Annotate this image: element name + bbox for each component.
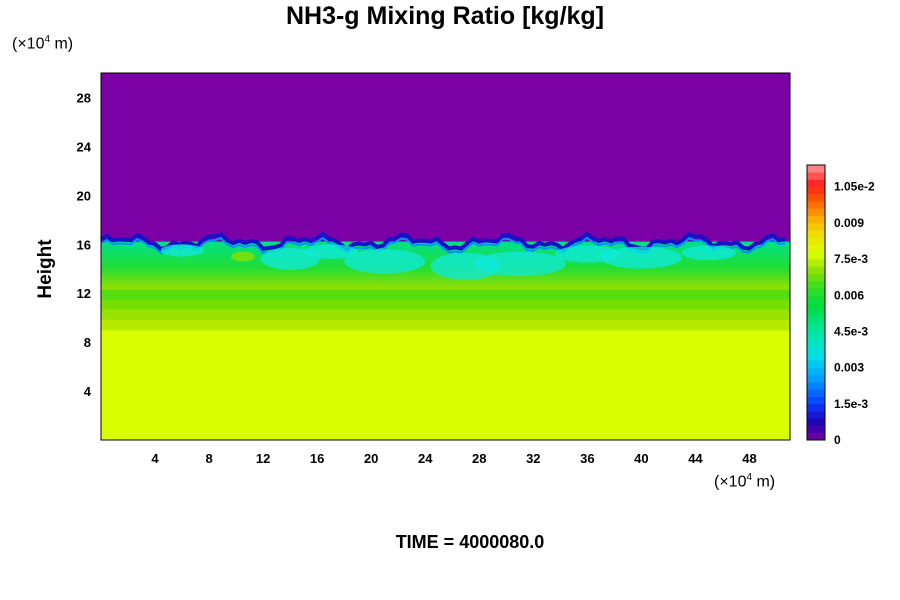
colorbar-segment [807, 222, 825, 231]
colorbar-segment [807, 345, 825, 354]
layer-lower [101, 329, 790, 440]
y-tick-label: 16 [77, 237, 91, 252]
colorbar-label: 0.003 [834, 361, 864, 375]
colorbar-segment [807, 331, 825, 339]
y-tick-label: 28 [77, 90, 91, 105]
colorbar-label: 7.5e-3 [834, 252, 868, 266]
turbulent-patch [160, 244, 204, 257]
colorbar-segment [807, 273, 825, 282]
x-tick-label: 20 [364, 451, 378, 466]
colorbar-segment [807, 193, 825, 202]
colorbar-segment [807, 280, 825, 289]
colorbar-segment [807, 165, 825, 173]
y-axis-unit: (×104 m) [12, 34, 73, 53]
colorbar-segment [807, 353, 825, 361]
colorbar-label: 0.006 [834, 288, 864, 302]
y-tick-label: 12 [77, 286, 91, 301]
colorbar-segment [807, 237, 825, 245]
y-tick-label: 24 [77, 139, 92, 154]
x-tick-label: 24 [418, 451, 433, 466]
colorbar-segment [807, 411, 825, 419]
time-label: TIME = [395, 532, 460, 552]
colorbar-segment [807, 215, 825, 224]
colorbar-segment [807, 425, 825, 434]
x-tick-label: 4 [151, 451, 159, 466]
x-tick-label: 8 [205, 451, 212, 466]
colorbar-segment [807, 288, 825, 296]
y-unit-suffix: m) [50, 35, 74, 53]
turbulent-patch [600, 246, 682, 269]
transition-band [101, 309, 790, 321]
x-tick-label: 36 [580, 451, 594, 466]
turbulent-patch [344, 249, 426, 274]
colorbar-label: 1.05e-2 [834, 180, 875, 194]
colorbar-frame [806, 164, 826, 441]
y-axis-ticks: 4 8 12 16 20 24 28 [77, 90, 92, 399]
colorbar-segment [807, 251, 825, 260]
colorbar-segment [807, 389, 825, 397]
x-axis-ticks: 4 8 12 16 20 24 28 32 36 40 44 48 [151, 451, 756, 466]
y-unit-exponent: 4 [44, 34, 51, 45]
colorbar-segment [807, 295, 825, 303]
x-unit-prefix: (×10 [714, 473, 747, 491]
turbulent-patch [230, 251, 255, 262]
x-unit-exponent: 4 [746, 472, 753, 483]
colorbar-segment [807, 208, 825, 216]
colorbar-label: 0 [834, 433, 841, 447]
plot-frame [100, 72, 791, 441]
y-unit-prefix: (×10 [12, 35, 45, 53]
interface-edge [100, 231, 786, 252]
colorbar-segment [807, 309, 825, 318]
layer-upper [101, 73, 790, 242]
x-tick-label: 44 [688, 451, 703, 466]
colorbar-segment [807, 244, 825, 253]
turbulent-patch [681, 245, 736, 261]
x-tick-label: 16 [310, 451, 324, 466]
colorbar-segment [807, 186, 825, 195]
colorbar-segment [807, 172, 825, 180]
time-value: 4000080.0 [459, 532, 545, 552]
y-tick-label: 8 [84, 335, 91, 350]
turbulent-patch [473, 251, 566, 277]
chart-title: NH3-g Mixing Ratio [kg/kg] [285, 2, 605, 30]
time-readout: TIME = 4000080.0 [0, 532, 900, 553]
colorbar-segment [807, 302, 825, 311]
colorbar-segment [807, 396, 825, 405]
colorbar-segment [807, 230, 825, 238]
colorbar-segment [807, 418, 825, 426]
y-tick-label: 20 [77, 188, 91, 203]
interface-edge-inner [100, 236, 786, 255]
colorbar-label: 1.5e-3 [834, 397, 868, 411]
colorbar-segment [807, 403, 825, 412]
transition-band [101, 319, 790, 331]
x-tick-label: 32 [526, 451, 540, 466]
colorbar-segment [807, 432, 825, 441]
turbulent-patch [303, 244, 358, 259]
colorbar-segment [807, 338, 825, 347]
colorbar-segment [807, 316, 825, 325]
colorbar-segment [807, 324, 825, 332]
colorbar-segment [807, 382, 825, 390]
transition-band [101, 289, 790, 301]
colorbar-segment [807, 179, 825, 188]
colorbar-label: 0.009 [834, 216, 864, 230]
colorbar: 0 1.5e-3 0.003 4.5e-3 0.006 7.5e-3 0.009 1.05e-… [806, 164, 875, 447]
x-tick-label: 48 [742, 451, 756, 466]
x-tick-label: 40 [634, 451, 648, 466]
x-tick-label: 12 [256, 451, 270, 466]
y-tick-label: 4 [84, 384, 92, 399]
plot-area [100, 72, 791, 441]
x-tick-label: 28 [472, 451, 486, 466]
colorbar-segment [807, 266, 825, 274]
transition-band [101, 299, 790, 311]
colorbar-segment [807, 259, 825, 267]
colorbar-label: 4.5e-3 [834, 324, 868, 338]
colorbar-segment [807, 201, 825, 209]
colorbar-segment [807, 367, 825, 376]
colorbar-segment [807, 360, 825, 368]
colorbar-segment [807, 374, 825, 383]
x-axis-unit: (×104 m) [714, 472, 775, 491]
x-unit-suffix: m) [752, 473, 776, 491]
